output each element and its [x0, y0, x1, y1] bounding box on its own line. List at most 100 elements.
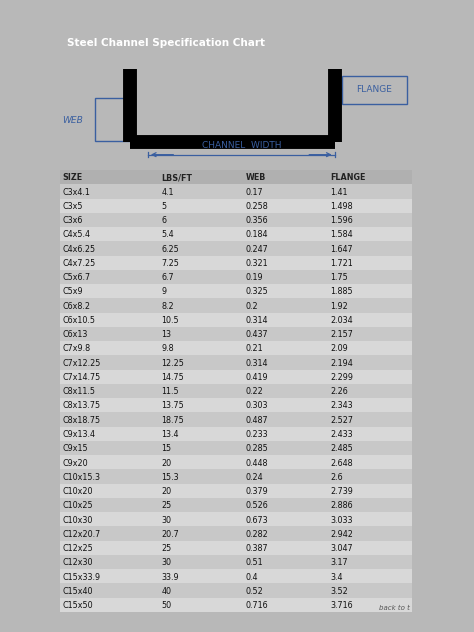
- Text: 4.1: 4.1: [161, 188, 174, 197]
- Text: 18.75: 18.75: [161, 416, 184, 425]
- Text: 1.92: 1.92: [330, 301, 348, 311]
- Text: C6x10.5: C6x10.5: [63, 316, 96, 325]
- Text: 1.647: 1.647: [330, 245, 353, 253]
- Text: 0.17: 0.17: [246, 188, 264, 197]
- Bar: [60, 483, 412, 498]
- Text: C4x5.4: C4x5.4: [63, 231, 91, 240]
- Text: C8x13.75: C8x13.75: [63, 401, 101, 410]
- Bar: [60, 555, 412, 569]
- Bar: [60, 241, 412, 255]
- Text: 15.3: 15.3: [161, 473, 179, 482]
- Text: 33.9: 33.9: [161, 573, 179, 581]
- Text: 1.75: 1.75: [330, 273, 348, 282]
- Text: 50: 50: [161, 601, 172, 610]
- Text: 0.356: 0.356: [246, 216, 268, 225]
- Text: 2.194: 2.194: [330, 359, 353, 368]
- Text: C3x6: C3x6: [63, 216, 83, 225]
- Text: 0.285: 0.285: [246, 444, 269, 453]
- Bar: [60, 541, 412, 555]
- Text: C7x14.75: C7x14.75: [63, 373, 101, 382]
- Text: 40: 40: [161, 587, 172, 596]
- Text: C8x11.5: C8x11.5: [63, 387, 96, 396]
- Text: C12x20.7: C12x20.7: [63, 530, 101, 539]
- Bar: [95, 98, 133, 140]
- Text: 9.8: 9.8: [161, 344, 174, 353]
- Text: C9x13.4: C9x13.4: [63, 430, 96, 439]
- Text: 2.343: 2.343: [330, 401, 353, 410]
- Text: 6.7: 6.7: [161, 273, 174, 282]
- Text: 0.673: 0.673: [246, 516, 268, 525]
- Bar: [60, 398, 412, 413]
- Text: 2.6: 2.6: [330, 473, 343, 482]
- Text: 0.24: 0.24: [246, 473, 264, 482]
- Text: 3.4: 3.4: [330, 573, 343, 581]
- Bar: [60, 413, 412, 427]
- Bar: [60, 512, 412, 526]
- Text: Steel Channel Specification Chart: Steel Channel Specification Chart: [67, 39, 265, 49]
- Text: 2.527: 2.527: [330, 416, 353, 425]
- Text: 25: 25: [161, 501, 172, 510]
- Bar: [60, 313, 412, 327]
- Text: 0.526: 0.526: [246, 501, 269, 510]
- Text: 11.5: 11.5: [161, 387, 179, 396]
- Bar: [60, 213, 412, 227]
- Text: 6: 6: [161, 216, 166, 225]
- Text: 0.4: 0.4: [246, 573, 258, 581]
- Text: C15x50: C15x50: [63, 601, 93, 610]
- Text: 13.75: 13.75: [161, 401, 184, 410]
- Text: 0.387: 0.387: [246, 544, 268, 553]
- Text: 1.596: 1.596: [330, 216, 353, 225]
- Bar: [60, 455, 412, 470]
- Text: 0.258: 0.258: [246, 202, 269, 211]
- Text: 0.19: 0.19: [246, 273, 264, 282]
- Text: 1.885: 1.885: [330, 288, 353, 296]
- Text: 0.52: 0.52: [246, 587, 264, 596]
- Text: FLANGE: FLANGE: [356, 85, 392, 94]
- Text: WEB: WEB: [246, 173, 266, 183]
- Text: 1.498: 1.498: [330, 202, 353, 211]
- Text: C10x15.3: C10x15.3: [63, 473, 101, 482]
- Text: 1.584: 1.584: [330, 231, 353, 240]
- Text: 14.75: 14.75: [161, 373, 184, 382]
- Text: C10x30: C10x30: [63, 516, 93, 525]
- Text: 3.033: 3.033: [330, 516, 353, 525]
- Text: 2.034: 2.034: [330, 316, 353, 325]
- Text: C8x18.75: C8x18.75: [63, 416, 101, 425]
- Bar: [60, 355, 412, 370]
- Bar: [60, 441, 412, 455]
- Text: 2.299: 2.299: [330, 373, 353, 382]
- Text: 1.41: 1.41: [330, 188, 348, 197]
- Text: 30: 30: [161, 516, 172, 525]
- Bar: [60, 198, 412, 213]
- Text: C4x6.25: C4x6.25: [63, 245, 96, 253]
- Bar: [60, 185, 412, 198]
- Text: FLANGE: FLANGE: [330, 173, 366, 183]
- Text: 0.716: 0.716: [246, 601, 268, 610]
- Text: C7x12.25: C7x12.25: [63, 359, 101, 368]
- Bar: [60, 526, 412, 541]
- Bar: [60, 370, 412, 384]
- Text: C5x6.7: C5x6.7: [63, 273, 91, 282]
- Text: 0.448: 0.448: [246, 458, 268, 468]
- Bar: [60, 255, 412, 270]
- Bar: [60, 583, 412, 598]
- Text: 0.22: 0.22: [246, 387, 264, 396]
- Text: C7x9.8: C7x9.8: [63, 344, 91, 353]
- Text: C5x9: C5x9: [63, 288, 83, 296]
- Text: 12.25: 12.25: [161, 359, 184, 368]
- Text: 15: 15: [161, 444, 172, 453]
- Text: C9x15: C9x15: [63, 444, 89, 453]
- Text: LBS/FT: LBS/FT: [161, 173, 192, 183]
- Text: 1.721: 1.721: [330, 259, 353, 268]
- Text: 0.233: 0.233: [246, 430, 268, 439]
- Text: 0.325: 0.325: [246, 288, 269, 296]
- Text: back to t: back to t: [379, 605, 410, 611]
- Bar: [60, 284, 412, 298]
- Text: 2.26: 2.26: [330, 387, 348, 396]
- Text: 20: 20: [161, 487, 172, 496]
- Text: C9x20: C9x20: [63, 458, 89, 468]
- Text: 30: 30: [161, 558, 172, 568]
- Text: SIZE: SIZE: [63, 173, 83, 183]
- Text: 2.433: 2.433: [330, 430, 353, 439]
- Text: C12x30: C12x30: [63, 558, 93, 568]
